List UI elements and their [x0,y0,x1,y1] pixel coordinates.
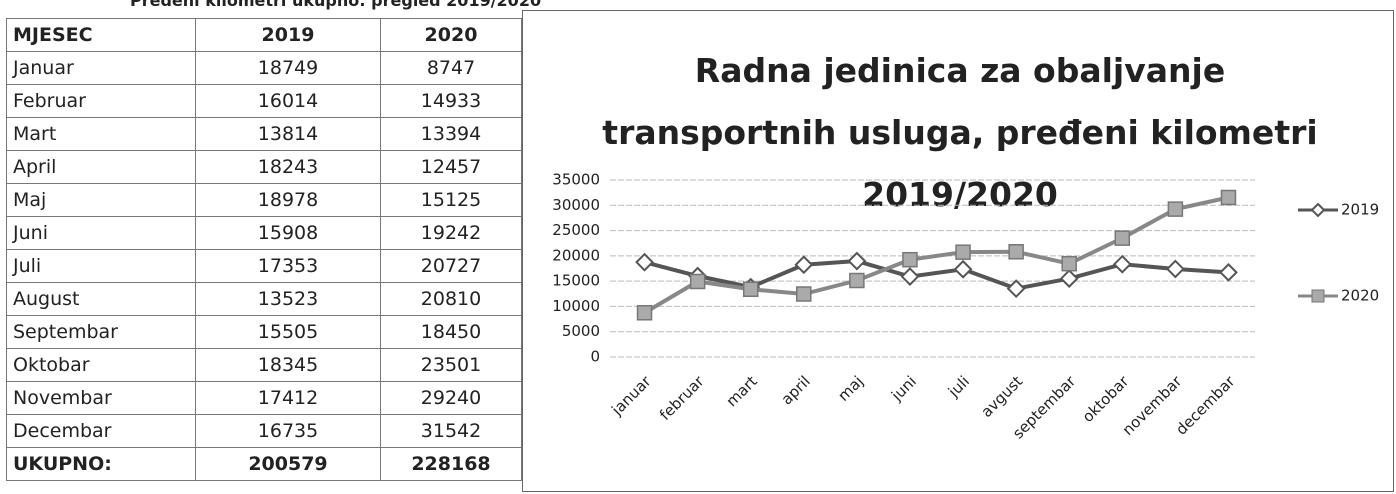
point-marker [900,267,920,286]
table-row: Novembar 17412 29240 [6,381,522,415]
point-marker [1008,244,1024,260]
table-row: Februar 16014 14933 [6,84,522,118]
table-cell: 18978 [195,183,381,217]
table-row: Oktobar 18345 23501 [6,348,522,382]
chart-title: Radna jedinica za obaljvanje transportni… [602,51,1318,214]
point-marker [742,281,759,298]
table-cell: 23501 [380,348,522,382]
table-cell: 18243 [195,150,381,184]
point-marker [1061,255,1077,272]
point-marker [847,251,867,271]
table-cell: 2019 [195,18,381,52]
table-cell: 29240 [380,381,522,415]
table-cell: UKUPNO: [6,447,196,481]
series-line [644,259,1229,291]
table-cell: 13523 [195,282,381,316]
point-marker [1006,279,1026,299]
point-marker [849,272,865,289]
table-cell: Februar [6,84,196,118]
x-tick-label: februar [656,372,708,424]
table-row: MJESEC 2019 2020 [6,18,522,52]
table-cell: April [6,150,196,184]
table-cell: 16014 [195,84,381,118]
table-cell: 31542 [380,414,522,448]
table-cell: Januar [6,51,196,85]
table-cell: 18749 [195,51,381,85]
table-cell: Novembar [6,381,196,415]
table-cell: August [6,282,196,316]
point-marker [794,255,814,275]
y-tick-label: 15000 [552,272,600,290]
table-cell: 8747 [380,51,522,85]
table-cell: 20810 [380,282,522,316]
x-tick-label: mart [723,372,761,410]
point-marker [1219,262,1238,282]
table-cell: 20727 [380,249,522,283]
chart-frame [522,10,1394,492]
y-tick-label: 5000 [562,322,600,340]
table-cell: Maj [6,183,196,217]
x-tick-label: juli [944,372,973,401]
table-cell: 17353 [195,249,381,283]
point-marker [902,251,918,268]
table-cell: 18450 [380,315,522,349]
x-tick-label: avgust [977,372,1026,421]
point-marker [1059,269,1079,289]
point-marker [953,259,973,279]
y-tick-label: 30000 [552,196,600,214]
legend-marker [1311,289,1325,303]
table-cell: Juli [6,249,196,283]
table-cell: Decembar [6,414,196,448]
legend-label: 2019 [1341,201,1379,219]
x-tick-label: januar [607,372,655,420]
point-marker [955,244,971,260]
table-cell: 12457 [380,150,522,184]
point-marker [689,273,706,290]
point-marker [1114,230,1131,246]
point-marker [796,286,812,302]
series-line [643,195,1229,315]
x-tick-label: oktobar [1079,372,1133,426]
y-tick-label: 20000 [552,246,600,264]
x-tick-label: maj [834,372,867,405]
table-row: Decembar 16735 31542 [6,414,522,448]
table-row: August 13523 20810 [6,282,522,316]
legend-marker [1310,202,1326,218]
table-cell: Mart [6,117,196,151]
table-row: Mart 13814 13394 [6,117,522,151]
table-cell: 228168 [380,447,522,481]
table-row: Juni 15908 19242 [6,216,522,250]
table-row: UKUPNO: 200579 228168 [6,447,522,481]
table-cell: 18345 [195,348,381,382]
table-cell: Juni [6,216,196,250]
table-cell: 200579 [195,447,381,481]
x-tick-label: april [778,372,814,408]
y-tick-label: 0 [590,348,600,366]
table-cell: 2020 [380,18,522,52]
y-tick-label: 10000 [552,297,600,315]
table-cell: Oktobar [6,348,196,382]
x-tick-label: juni [887,372,920,405]
point-marker [635,252,654,272]
point-marker [1112,254,1132,274]
y-tick-label: 35000 [552,171,600,189]
point-marker [1165,259,1185,279]
table-cell: MJESEC [6,18,196,52]
x-tick-label: decembar [1172,372,1239,439]
table-cell: 13394 [380,117,522,151]
table-row: Januar 18749 8747 [6,51,522,85]
point-marker [636,305,653,321]
data-table: MJESEC 2019 2020 Januar 18749 8747 Februar 1601… [6,18,522,481]
table-cell: 14933 [380,84,522,118]
table-row: Juli 17353 20727 [6,249,522,283]
legend-label: 2020 [1341,287,1379,305]
y-tick-label: 25000 [552,221,600,239]
table-row: April 18243 12457 [6,150,522,184]
page-header: Pređeni kilometri ukupno: pregled 2019/2… [130,0,542,10]
table-body: MJESEC 2019 2020 Januar 18749 8747 Februar 1601… [6,18,522,481]
point-marker [1167,201,1184,217]
point-marker [1220,189,1237,206]
